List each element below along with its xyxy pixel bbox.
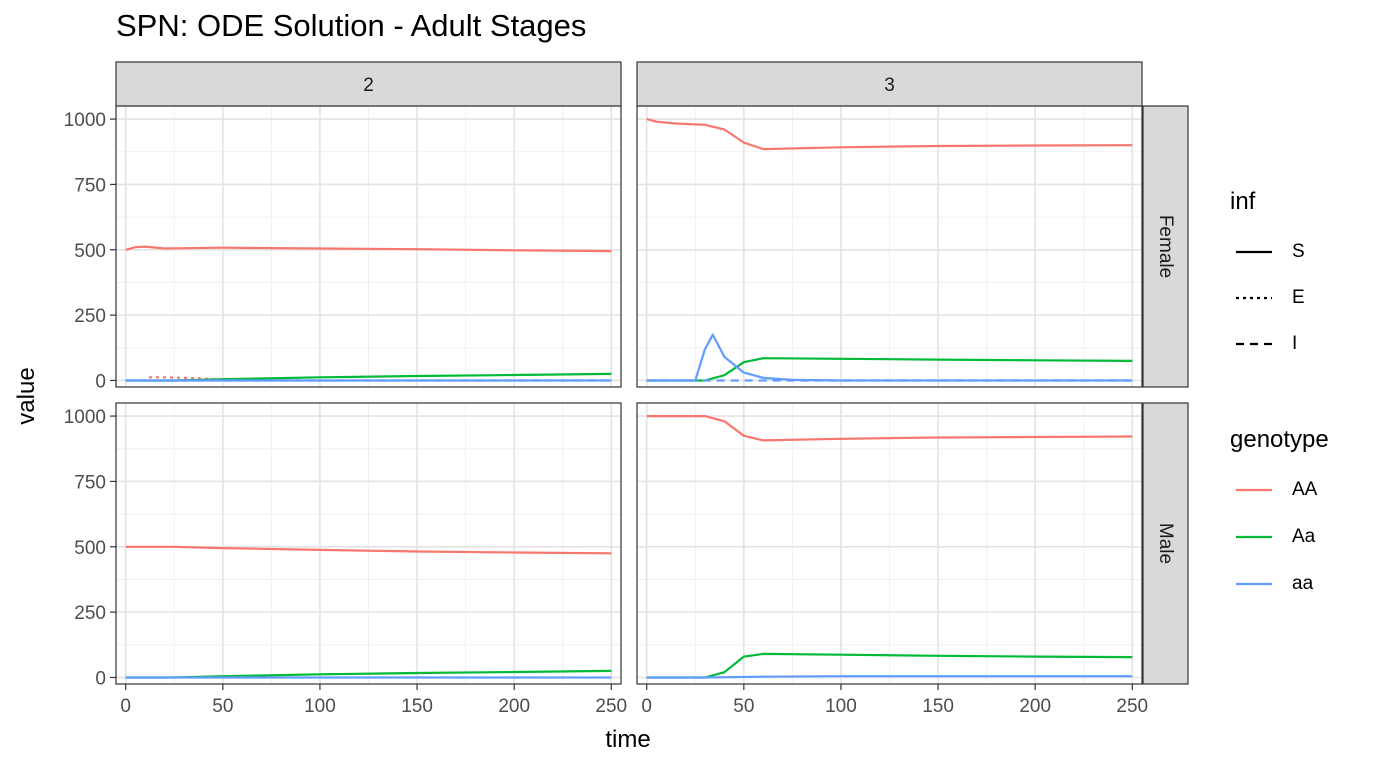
series-line-AA-S: [646, 118, 1133, 151]
series-line-Aa-S: [646, 357, 1133, 382]
x-tick-label: 250: [595, 696, 627, 717]
y-tick-label: 1000: [64, 110, 106, 131]
facet-strip-label-column: 3: [884, 75, 895, 96]
panel-2-Female: [116, 106, 621, 387]
y-tick-label: 0: [95, 371, 106, 392]
x-tick-label: 200: [1019, 696, 1051, 717]
series-line-aa-S: [646, 675, 1133, 679]
chart-title: SPN: ODE Solution - Adult Stages: [116, 8, 587, 43]
panel-3-Female: [637, 106, 1142, 387]
legend-inf-label-s: S: [1292, 241, 1305, 262]
legend-genotype-label-aa-mixed: Aa: [1292, 526, 1316, 547]
panel-border: [636, 402, 1143, 685]
facet-strip-row: [1142, 105, 1189, 388]
y-tick-label: 500: [74, 538, 106, 559]
y-tick-label: 750: [74, 472, 106, 493]
x-tick-label: 0: [641, 696, 652, 717]
facet-strip-row: [1142, 402, 1189, 685]
x-tick-label: 50: [212, 696, 233, 717]
x-tick-label: 50: [733, 696, 754, 717]
y-tick-label: 250: [74, 306, 106, 327]
y-axis-label: value: [13, 367, 40, 425]
series-line-AA-S: [646, 415, 1133, 442]
legend-genotype-title: genotype: [1230, 426, 1329, 453]
x-tick-label: 0: [120, 696, 131, 717]
legend-inf-title: inf: [1230, 188, 1256, 215]
series-line-AA-S: [125, 245, 612, 253]
facet-strip-label-column: 2: [363, 75, 374, 96]
facet-strip-label-row: Female: [1155, 215, 1176, 278]
y-tick-label: 500: [74, 241, 106, 262]
series-line-Aa-S: [646, 652, 1133, 679]
x-tick-label: 100: [304, 696, 336, 717]
legend-genotype-label-aa-lower: aa: [1292, 573, 1314, 594]
y-tick-label: 1000: [64, 407, 106, 428]
panel-3-Male: [637, 403, 1142, 684]
legend-inf-label-i: I: [1292, 333, 1298, 354]
facet-strip-column: [636, 61, 1143, 107]
panel-border: [115, 402, 622, 685]
legend-inf-label-e: E: [1292, 287, 1305, 308]
x-tick-label: 200: [498, 696, 530, 717]
y-tick-label: 0: [95, 668, 106, 689]
x-axis-label: time: [605, 726, 651, 753]
x-tick-label: 150: [401, 696, 433, 717]
y-tick-label: 750: [74, 175, 106, 196]
legend-genotype-label-aa-upper: AA: [1292, 479, 1318, 500]
x-tick-label: 100: [825, 696, 857, 717]
panel-2-Male: [116, 403, 621, 684]
x-tick-label: 250: [1116, 696, 1148, 717]
y-tick-label: 250: [74, 603, 106, 624]
facet-strip-label-row: Male: [1155, 523, 1176, 564]
x-tick-label: 150: [922, 696, 954, 717]
series-line-AA-S: [125, 545, 612, 555]
facet-strip-column: [115, 61, 622, 107]
